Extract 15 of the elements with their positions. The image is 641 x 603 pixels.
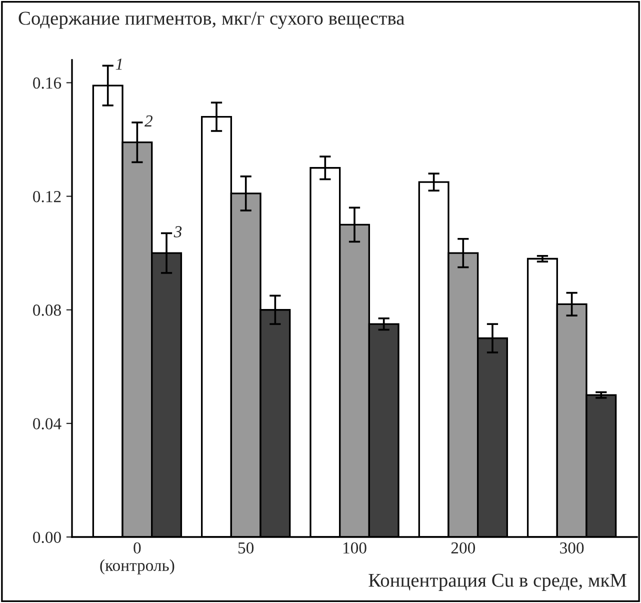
y-tick-label: 0.08: [33, 304, 61, 316]
x-tick-label: 50: [238, 542, 254, 554]
x-tick-label: 0 (контроль): [100, 542, 174, 574]
x-axis-title: Концентрация Cu в среде, мкМ: [368, 574, 626, 591]
y-tick-label: 0.04: [33, 418, 62, 430]
x-tick-label: 200: [451, 542, 476, 554]
series-label: 2: [144, 115, 152, 126]
x-tick-label: 300: [560, 542, 584, 554]
y-tick-label: 0.12: [33, 190, 61, 202]
series-label: 3: [174, 226, 182, 238]
x-tick-label: 100: [343, 542, 366, 554]
y-tick-label: 0.00: [33, 532, 61, 544]
series-label: 1: [116, 58, 122, 70]
y-axis-title: Содержание пигментов, мкг/г сухого вещества: [18, 12, 404, 29]
y-tick-label: 0.16: [33, 77, 62, 89]
